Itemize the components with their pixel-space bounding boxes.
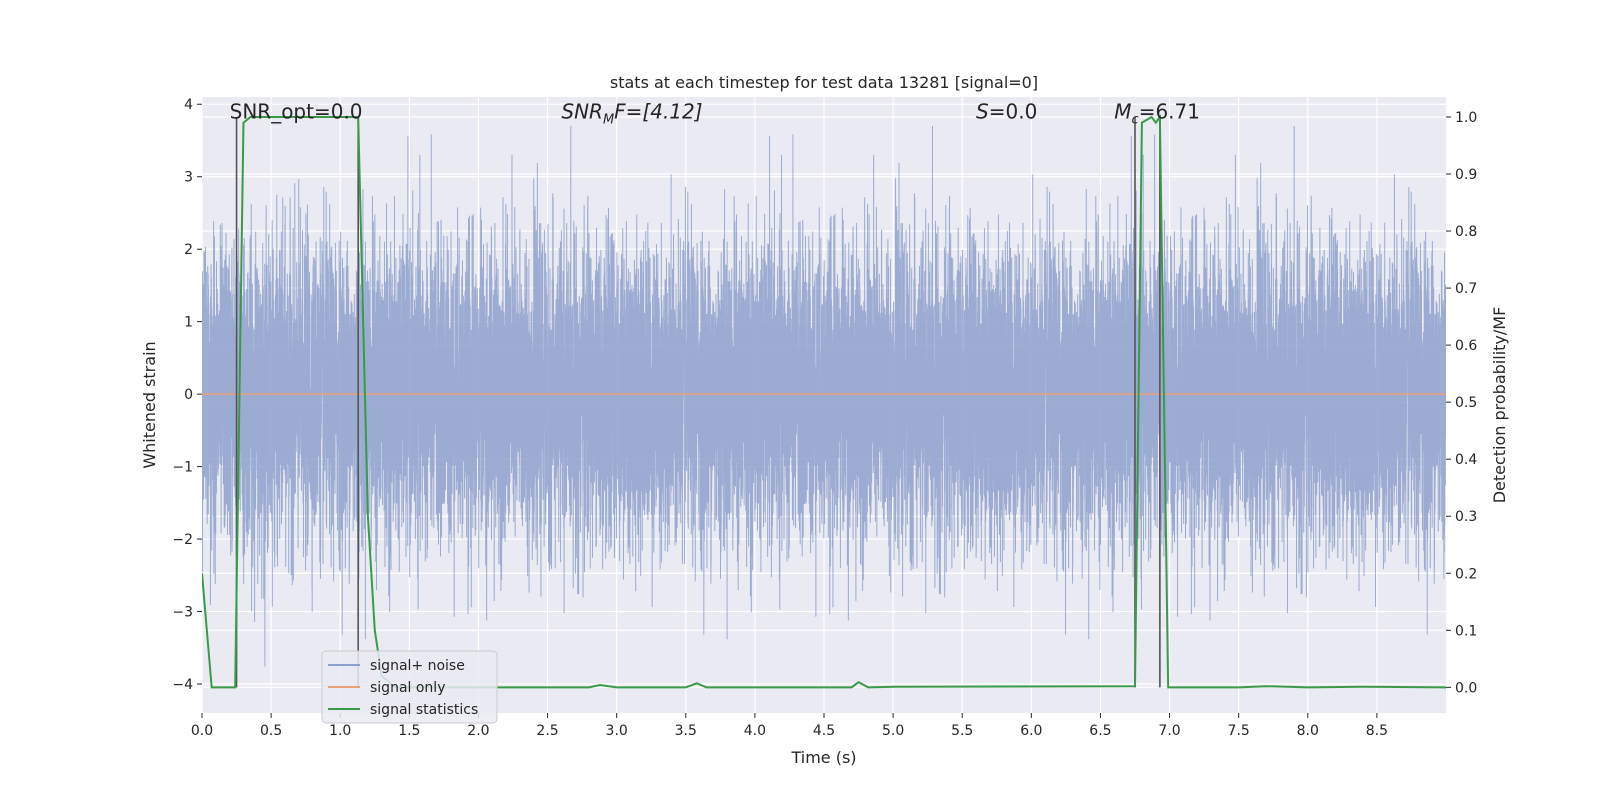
signal-noise-series <box>202 125 1446 667</box>
y-right-tick-label: 0.1 <box>1455 623 1477 639</box>
annotation-s: S=0.0 <box>976 100 1037 124</box>
x-tick-label: 4.5 <box>813 723 835 739</box>
x-tick-label: 1.0 <box>329 723 351 739</box>
x-tick-label: 8.5 <box>1366 723 1388 739</box>
y-left-tick-label: 4 <box>184 97 193 113</box>
signal-statistics-line <box>202 113 1446 689</box>
y-axis-right-label: Detection probability/MF <box>1490 307 1509 504</box>
annotation-snr-mf: SNRMF=[4.12] <box>561 100 702 128</box>
annotation-s-value: =0.0 <box>989 100 1038 124</box>
y-right-tick-label: 0.2 <box>1455 566 1477 582</box>
annotation-snr-mf-prefix: SNR <box>561 100 603 124</box>
y-right-tick-label: 0.6 <box>1455 338 1477 354</box>
x-tick-label: 6.5 <box>1089 723 1111 739</box>
legend-label-signal-statistics: signal statistics <box>370 702 478 718</box>
y-left-tick-label: 1 <box>184 315 193 331</box>
y-left-tick-label: 2 <box>184 242 193 258</box>
x-tick-label: 1.5 <box>398 723 420 739</box>
annotation-mc-symbol: M <box>1114 100 1131 124</box>
y-right-tick-label: 1.0 <box>1455 110 1477 126</box>
legend-label-signal-only: signal only <box>370 680 445 696</box>
x-tick-label: 4.0 <box>744 723 766 739</box>
y-left-tick-label: 0 <box>184 387 193 403</box>
annotation-s-symbol: S <box>976 100 989 124</box>
y-left-tick-label: −1 <box>172 460 193 476</box>
detection-markers <box>235 116 1161 688</box>
annotation-snr-mf-sub: M <box>603 113 614 128</box>
chart-title: stats at each timestep for test data 132… <box>610 73 1038 92</box>
y-left-tick-label: 3 <box>184 170 193 186</box>
x-tick-label: 2.0 <box>467 723 489 739</box>
legend-box <box>321 650 498 724</box>
x-tick-label: 3.0 <box>606 723 628 739</box>
x-tick-label: 2.5 <box>536 723 558 739</box>
y-right-tick-label: 0.7 <box>1455 281 1477 297</box>
x-axis-label: Time (s) <box>790 748 856 767</box>
x-tick-label: 7.5 <box>1228 723 1250 739</box>
y-right-tick-label: 0.3 <box>1455 509 1477 525</box>
axes: 0.0 0.5 1.0 1.5 2.0 2.5 3.0 3.5 4.0 4.5 5.0 5.5 6.0 6… <box>172 97 1477 739</box>
annotation-snr-opt: SNR_opt=0.0 <box>230 100 363 124</box>
y-right-tick-label: 0.8 <box>1455 224 1477 240</box>
x-tick-label: 7.0 <box>1158 723 1180 739</box>
x-tick-label: 8.0 <box>1297 723 1319 739</box>
annotation-mc-sub: c <box>1132 113 1139 128</box>
signal-statistics-series <box>202 113 1446 689</box>
annotation-snr-mf-suffix: F=[4.12] <box>614 100 702 124</box>
x-tick-label: 0.0 <box>191 723 213 739</box>
legend-label-signal-noise: signal+ noise <box>370 658 465 674</box>
x-tick-label: 5.0 <box>882 723 904 739</box>
x-tick-label: 5.5 <box>951 723 973 739</box>
y-left-tick-label: −2 <box>172 532 193 548</box>
x-tick-label: 0.5 <box>260 723 282 739</box>
y-right-tick-label: 0.9 <box>1455 167 1477 183</box>
y-right-tick-label: 0.0 <box>1455 680 1477 696</box>
y-left-tick-label: −3 <box>172 605 193 621</box>
y-right-tick-label: 0.5 <box>1455 395 1477 411</box>
annotation-mc-value: =6.71 <box>1139 100 1200 124</box>
y-axis-left-label: Whitened strain <box>140 341 159 468</box>
y-right-tick-label: 0.4 <box>1455 452 1477 468</box>
x-tick-label: 3.5 <box>675 723 697 739</box>
signal-noise-line <box>202 125 1446 667</box>
legend: signal+ noise signal only signal statist… <box>321 650 498 724</box>
y-left-tick-label: −4 <box>172 677 193 693</box>
x-tick-label: 6.0 <box>1020 723 1042 739</box>
annotation-mc: Mc=6.71 <box>1114 100 1200 128</box>
